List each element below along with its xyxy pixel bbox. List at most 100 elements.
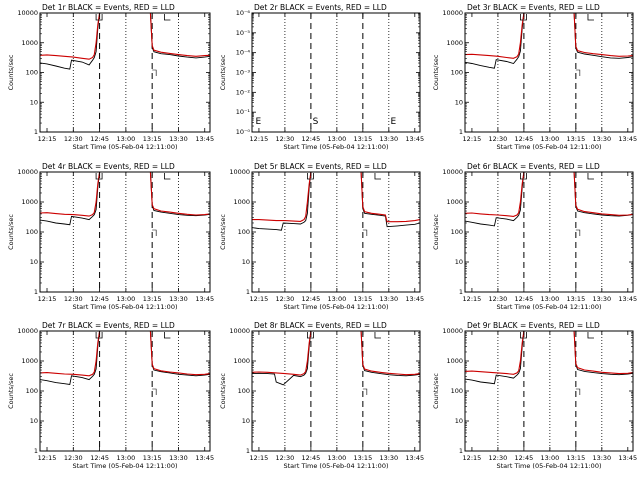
x-tick-label: 13:45 [195, 135, 214, 143]
y-tick-label: 100 [238, 228, 250, 236]
series-line-lld [464, 171, 634, 217]
x-tick-label: 13:00 [540, 454, 559, 462]
x-tick-label: 13:45 [405, 295, 424, 303]
x-tick-label: 13:45 [405, 135, 424, 143]
plot-frame [251, 171, 421, 293]
x-tick-label: 12:45 [90, 295, 109, 303]
y-tick-label: 10000 [442, 9, 463, 17]
x-axis-label: Start Time (05-Feb-04 12:11:00) [73, 143, 178, 151]
x-tick-label: 13:30 [379, 295, 398, 303]
plot-frame [464, 171, 634, 293]
panel-9r: Det 9r BLACK = Events, RED = LLD 1 10 100 10… [432, 321, 637, 470]
attenuator-marker [164, 14, 171, 21]
x-axis-label: Start Time (05-Feb-04 12:11:00) [73, 462, 178, 470]
attenuator-marker [575, 388, 581, 395]
x-tick-label: 13:00 [327, 454, 346, 462]
x-tick-label: 13:15 [143, 454, 162, 462]
plot-frame [464, 12, 634, 133]
y-tick-label: 1 [246, 447, 250, 455]
y-axis-label: Counts/sec [432, 373, 440, 409]
y-axis-label: Counts/sec [7, 214, 15, 250]
y-tick-label: 100 [451, 387, 463, 395]
y-tick-label: 1000 [233, 198, 250, 206]
y-tick-label: 1000 [446, 39, 463, 47]
panel-title: Det 6r BLACK = Events, RED = LLD [467, 162, 600, 171]
x-tick-label: 12:15 [463, 295, 482, 303]
x-tick-label: 13:15 [566, 454, 585, 462]
series-line-lld [39, 171, 211, 217]
y-tick-label: 10000 [229, 168, 250, 176]
y-axis-label: Counts/sec [432, 214, 440, 250]
y-tick-label: 100 [238, 387, 250, 395]
panel-6r: Det 6r BLACK = Events, RED = LLD 1 10 100 10… [432, 162, 637, 311]
x-tick-label: 13:30 [169, 454, 188, 462]
plot-frame [251, 12, 421, 133]
x-tick-label: 12:45 [302, 135, 321, 143]
panel-title: Det 5r BLACK = Events, RED = LLD [254, 162, 387, 171]
y-tick-label: 1000 [233, 357, 250, 365]
panel-4r: Det 4r BLACK = Events, RED = LLD 1 10 100 10… [7, 162, 214, 311]
y-tick-label: 100 [26, 387, 38, 395]
y-tick-label: 10 [455, 417, 463, 425]
x-tick-label: 13:00 [117, 295, 136, 303]
x-tick-label: 13:30 [592, 295, 611, 303]
x-tick-label: 12:45 [90, 454, 109, 462]
attenuator-marker [307, 173, 314, 180]
y-tick-label: 1000 [21, 198, 38, 206]
y-tick-label: 1000 [21, 39, 38, 47]
attenuator-marker [520, 332, 527, 339]
x-tick-label: 13:30 [169, 135, 188, 143]
panel-title: Det 2r BLACK = Events, RED = LLD [254, 3, 387, 12]
attenuator-marker [575, 69, 581, 76]
x-tick-label: 13:00 [327, 135, 346, 143]
x-tick-label: 12:30 [489, 295, 508, 303]
attenuator-marker [95, 173, 103, 180]
attenuator-marker [307, 332, 314, 339]
panel-8r: Det 8r BLACK = Events, RED = LLD 1 10 100 10… [219, 321, 424, 470]
plot-frame [39, 171, 211, 293]
series-line-events [464, 171, 634, 227]
y-axis-label: Counts/sec [7, 54, 15, 90]
panel-3r: Det 3r BLACK = Events, RED = LLD 1 10 100 10… [432, 3, 637, 151]
x-axis-label: Start Time (05-Feb-04 12:11:00) [497, 303, 602, 311]
x-tick-label: 12:45 [515, 454, 534, 462]
y-tick-label: 1 [459, 447, 463, 455]
series-line-events [39, 12, 211, 70]
x-tick-label: 13:45 [618, 135, 637, 143]
attenuator-marker [152, 229, 157, 236]
x-tick-label: 13:15 [143, 135, 162, 143]
x-tick-label: 13:30 [379, 135, 398, 143]
y-axis-label: Counts/sec [432, 54, 440, 90]
x-tick-label: 13:15 [143, 295, 162, 303]
x-axis-label: Start Time (05-Feb-04 12:11:00) [73, 303, 178, 311]
y-tick-label: 100 [26, 69, 38, 77]
y-tick-label: 1 [34, 128, 38, 136]
panel-title: Det 3r BLACK = Events, RED = LLD [467, 3, 600, 12]
x-axis-label: Start Time (05-Feb-04 12:11:00) [284, 462, 389, 470]
x-tick-label: 12:15 [250, 295, 269, 303]
panel-title: Det 7r BLACK = Events, RED = LLD [42, 321, 175, 330]
x-axis-label: Start Time (05-Feb-04 12:11:00) [497, 143, 602, 151]
x-axis-label: Start Time (05-Feb-04 12:11:00) [497, 462, 602, 470]
y-tick-label: 100 [26, 228, 38, 236]
y-tick-label: 10⁻⁰ [236, 128, 251, 136]
y-axis-label: Counts/sec [219, 214, 227, 250]
x-tick-label: 12:30 [64, 454, 83, 462]
y-tick-label: 1 [34, 288, 38, 296]
attenuator-marker [374, 173, 381, 180]
y-tick-label: 10000 [17, 327, 38, 335]
attenuator-marker [520, 173, 527, 180]
x-tick-label: 13:00 [117, 454, 136, 462]
x-tick-label: 13:15 [353, 454, 372, 462]
x-tick-label: 13:45 [405, 454, 424, 462]
y-axis-label: Counts/sec [219, 54, 227, 90]
series-line-lld [39, 330, 211, 377]
panel-title: Det 1r BLACK = Events, RED = LLD [42, 3, 175, 12]
panel-title: Det 9r BLACK = Events, RED = LLD [467, 321, 600, 330]
attenuator-marker [362, 229, 368, 236]
series-line-events [39, 171, 211, 226]
event-marker-s: S [313, 117, 319, 127]
y-axis-label: Counts/sec [219, 373, 227, 409]
y-tick-label: 1000 [446, 357, 463, 365]
